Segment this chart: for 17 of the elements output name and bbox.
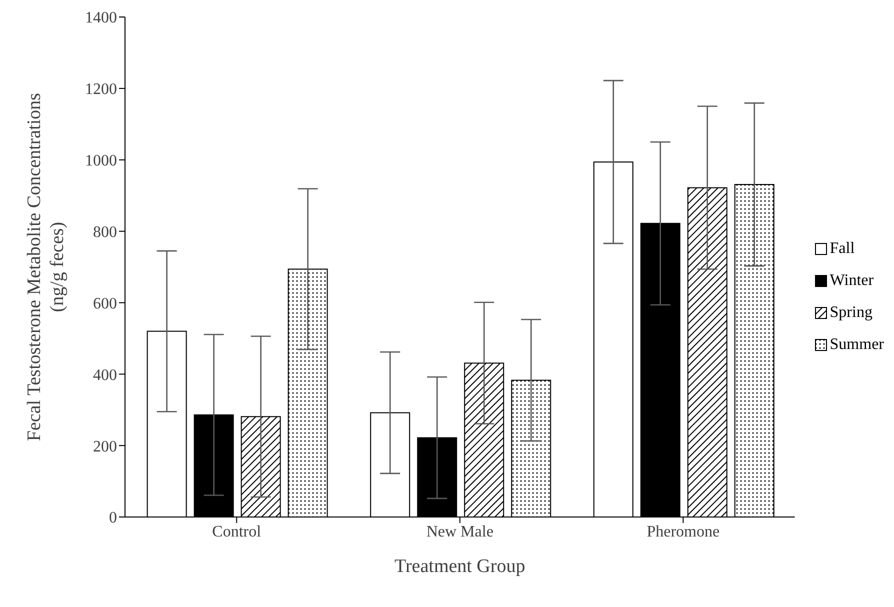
legend-label: Winter bbox=[830, 272, 874, 290]
x-tick-label: New Male bbox=[426, 523, 494, 540]
y-tick-label: 1000 bbox=[85, 152, 117, 170]
legend-label: Spring bbox=[830, 304, 872, 322]
y-tick-label: 0 bbox=[109, 510, 117, 527]
legend-label: Fall bbox=[830, 240, 855, 258]
x-axis-title: Treatment Group bbox=[394, 556, 526, 577]
y-tick-label: 400 bbox=[93, 366, 117, 384]
y-axis-title: Fecal Testosterone Metabolite Concentrations (ng/g feces) bbox=[24, 92, 68, 442]
y-tick-label: 1200 bbox=[85, 81, 117, 98]
legend-label: Summer bbox=[830, 336, 884, 354]
y-tick-label: 1400 bbox=[85, 10, 117, 27]
x-tick-label: Pheromone bbox=[646, 523, 720, 540]
x-tick-label: Control bbox=[212, 523, 262, 540]
y-tick-label: 600 bbox=[93, 295, 117, 312]
y-tick-label: 800 bbox=[93, 224, 117, 241]
y-tick-label: 200 bbox=[93, 438, 117, 456]
